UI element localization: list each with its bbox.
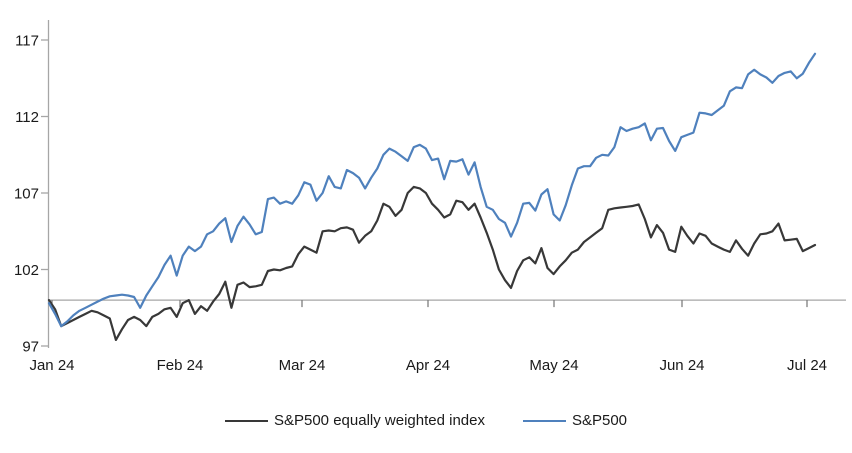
x-axis-label: Jun 24 [659, 357, 704, 374]
equal-weight-line-swatch [224, 419, 268, 422]
y-axis-label: 107 [14, 186, 39, 203]
equal-weight-line [47, 185, 817, 341]
x-axis-label: Mar 24 [279, 357, 326, 374]
x-axis-label: May 24 [529, 357, 578, 374]
legend-item-equal-weight: S&P500 equally weighted index [224, 412, 485, 429]
y-axis-label: 117 [15, 33, 39, 50]
sp500-line-swatch [522, 419, 566, 422]
x-axis-label: Jul 24 [787, 357, 827, 374]
y-axis-label: 112 [15, 109, 39, 126]
y-axis-label: 97 [22, 339, 39, 356]
sp500-line [47, 52, 817, 328]
x-axis-label: Apr 24 [406, 357, 450, 374]
x-axis-label: Feb 24 [157, 357, 204, 374]
legend: S&P500 equally weighted index S&P500 [0, 412, 852, 429]
y-axis-label: 102 [14, 262, 39, 279]
legend-label-sp500: S&P500 [571, 412, 628, 429]
legend-label-equal-weight: S&P500 equally weighted index [273, 412, 485, 429]
legend-item-sp500: S&P500 [522, 412, 628, 429]
x-axis-label: Jan 24 [29, 357, 74, 374]
